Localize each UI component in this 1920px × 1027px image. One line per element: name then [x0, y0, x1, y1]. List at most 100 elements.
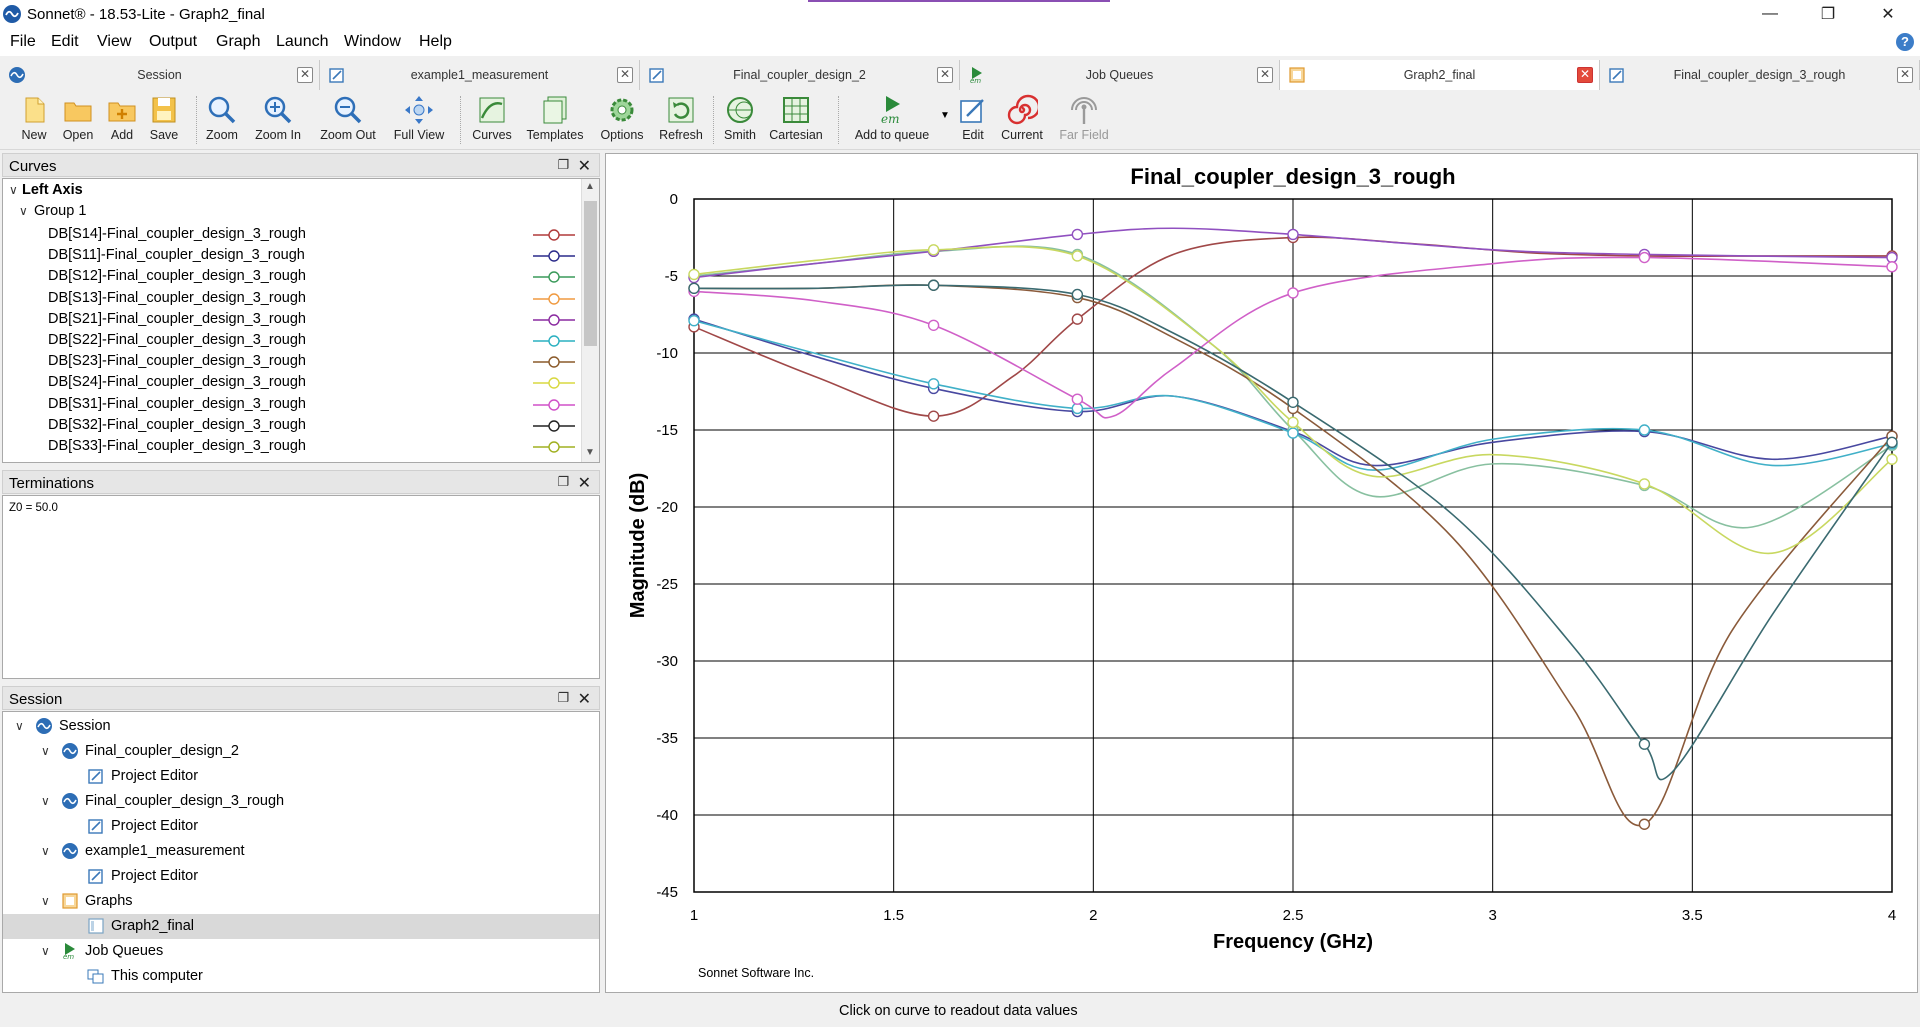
- close-window-button[interactable]: ✕: [1881, 6, 1895, 23]
- series-marker[interactable]: [1886, 436, 1898, 449]
- session-tree-item[interactable]: ∨ example1_measurement: [3, 839, 599, 864]
- menu-view[interactable]: View: [97, 33, 132, 50]
- chevron-down-icon[interactable]: ∨: [15, 719, 24, 733]
- templates-button[interactable]: Templates: [524, 94, 586, 148]
- group-node[interactable]: Group 1: [34, 203, 87, 219]
- series-line[interactable]: [693, 256, 1893, 419]
- add-button[interactable]: Add: [102, 94, 142, 148]
- curve-item[interactable]: DB[S23]-Final_coupler_design_3_rough: [3, 351, 583, 372]
- session-tree-item[interactable]: ∨ Final_coupler_design_3_rough: [3, 789, 599, 814]
- series-marker[interactable]: [1638, 424, 1651, 436]
- session-tree-item[interactable]: Project Editor: [3, 814, 599, 839]
- tab-job-queues[interactable]: em Job Queues ✕: [960, 60, 1280, 90]
- series-marker[interactable]: [1071, 313, 1084, 325]
- refresh-button[interactable]: Refresh: [656, 94, 706, 148]
- series-line[interactable]: [693, 236, 1892, 417]
- menu-help[interactable]: Help: [419, 33, 452, 50]
- series-marker[interactable]: [1638, 478, 1651, 490]
- series-marker[interactable]: [1071, 250, 1084, 262]
- curves-scrollbar[interactable]: ▲ ▼: [581, 179, 599, 462]
- close-tab-icon[interactable]: ✕: [1257, 67, 1273, 83]
- curve-item[interactable]: DB[S12]-Final_coupler_design_3_rough: [3, 266, 583, 287]
- chevron-down-icon[interactable]: ∨: [41, 794, 50, 808]
- menu-graph[interactable]: Graph: [216, 33, 261, 50]
- series-marker[interactable]: [1071, 288, 1084, 301]
- close-tab-icon[interactable]: ✕: [1577, 67, 1593, 83]
- smith-button[interactable]: Smith: [720, 94, 760, 148]
- session-tree-item[interactable]: ∨ Session: [3, 714, 599, 739]
- chevron-down-icon[interactable]: ∨: [41, 894, 50, 908]
- save-button[interactable]: Save: [144, 94, 184, 148]
- series-marker[interactable]: [1287, 228, 1299, 241]
- curve-item[interactable]: DB[S21]-Final_coupler_design_3_rough: [3, 309, 583, 330]
- series-marker[interactable]: [1638, 818, 1651, 830]
- add-to-queue-dropdown-icon[interactable]: ▼: [940, 110, 950, 121]
- float-panel-icon[interactable]: ❐: [557, 157, 569, 172]
- chevron-down-icon[interactable]: ∨: [41, 844, 50, 858]
- curve-item[interactable]: DB[S32]-Final_coupler_design_3_rough: [3, 415, 583, 436]
- series-marker[interactable]: [688, 282, 700, 295]
- close-tab-icon[interactable]: ✕: [617, 67, 633, 83]
- new-button[interactable]: New: [14, 94, 54, 148]
- curve-item[interactable]: DB[S33]-Final_coupler_design_3_rough: [3, 436, 583, 457]
- series-marker[interactable]: [927, 244, 940, 256]
- float-panel-icon[interactable]: ❐: [557, 474, 569, 489]
- tab-example1-measurement[interactable]: example1_measurement ✕: [320, 60, 640, 90]
- options-button[interactable]: Options: [596, 94, 648, 148]
- full-view-button[interactable]: Full View: [390, 94, 448, 148]
- curve-item[interactable]: DB[S24]-Final_coupler_design_3_rough: [3, 372, 583, 393]
- series-marker[interactable]: [1287, 416, 1299, 428]
- session-tree-item[interactable]: ∨ Graphs: [3, 889, 599, 914]
- s-parameter-chart[interactable]: Final_coupler_design_3_rough 1 1.5 2 2.5 3 3.5…: [606, 154, 1917, 992]
- session-tree-item[interactable]: Project Editor: [3, 764, 599, 789]
- zoom-in-button[interactable]: Zoom In: [250, 94, 306, 148]
- close-panel-icon[interactable]: ✕: [577, 158, 591, 175]
- tab-final-coupler-design-2[interactable]: Final_coupler_design_2 ✕: [640, 60, 960, 90]
- chevron-down-icon[interactable]: ∨: [41, 744, 50, 758]
- curve-item[interactable]: DB[S14]-Final_coupler_design_3_rough: [3, 224, 583, 245]
- menu-window[interactable]: Window: [344, 33, 401, 50]
- curve-item[interactable]: DB[S31]-Final_coupler_design_3_rough: [3, 394, 583, 415]
- close-tab-icon[interactable]: ✕: [297, 67, 313, 83]
- series-marker[interactable]: [927, 319, 940, 331]
- session-tree-item[interactable]: ∨ Final_coupler_design_2: [3, 739, 599, 764]
- scroll-down-icon[interactable]: ▼: [585, 447, 595, 458]
- session-tree-item[interactable]: This computer: [3, 964, 599, 989]
- menu-launch[interactable]: Launch: [276, 33, 329, 50]
- session-tree-item[interactable]: ∨ em Job Queues: [3, 939, 599, 964]
- series-marker[interactable]: [1638, 738, 1651, 750]
- series-marker[interactable]: [1071, 402, 1084, 415]
- current-button[interactable]: Current: [996, 94, 1048, 148]
- restore-button[interactable]: ❐: [1820, 6, 1836, 23]
- menu-file[interactable]: File: [10, 33, 36, 50]
- tab-graph2-final[interactable]: Graph2_final ✕: [1280, 60, 1600, 90]
- series-marker[interactable]: [1287, 396, 1299, 408]
- series-marker[interactable]: [688, 268, 700, 281]
- far-field-button[interactable]: Far Field: [1056, 94, 1112, 148]
- series-marker[interactable]: [1071, 228, 1084, 241]
- curve-item[interactable]: DB[S13]-Final_coupler_design_3_rough: [3, 288, 583, 309]
- open-button[interactable]: Open: [58, 94, 98, 148]
- series-marker[interactable]: [1287, 427, 1299, 439]
- tab-session[interactable]: Session ✕: [0, 60, 320, 90]
- close-panel-icon[interactable]: ✕: [577, 691, 591, 708]
- scrollbar-thumb[interactable]: [584, 201, 597, 346]
- series-marker[interactable]: [927, 378, 940, 390]
- series-marker[interactable]: [927, 279, 940, 291]
- menu-output[interactable]: Output: [149, 33, 198, 50]
- series-marker[interactable]: [1287, 287, 1299, 299]
- scroll-up-icon[interactable]: ▲: [585, 181, 595, 192]
- cartesian-button[interactable]: Cartesian: [766, 94, 826, 148]
- series-marker[interactable]: [1886, 251, 1898, 264]
- close-tab-icon[interactable]: ✕: [937, 67, 953, 83]
- session-tree-item[interactable]: Project Editor: [3, 864, 599, 889]
- series-marker[interactable]: [688, 314, 700, 327]
- menu-edit[interactable]: Edit: [51, 33, 79, 50]
- curves-button[interactable]: Curves: [467, 94, 517, 148]
- curve-item[interactable]: DB[S22]-Final_coupler_design_3_rough: [3, 330, 583, 351]
- series-marker[interactable]: [927, 410, 940, 422]
- series-marker[interactable]: [1886, 261, 1898, 273]
- session-tree-item[interactable]: Graph2_final: [3, 914, 599, 939]
- chevron-down-icon[interactable]: ∨: [9, 183, 18, 197]
- edit-button[interactable]: Edit: [953, 94, 993, 148]
